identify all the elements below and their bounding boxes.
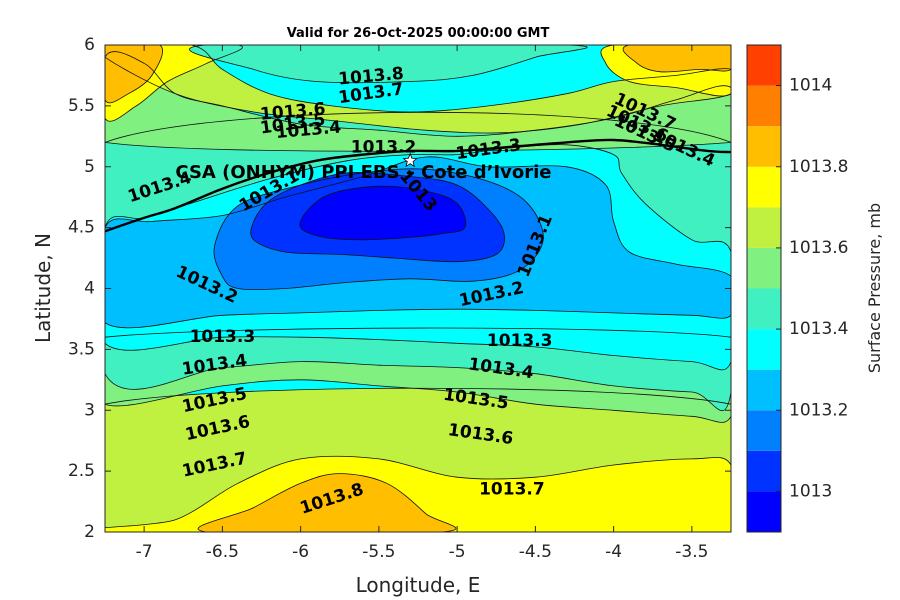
contour-label: 1013.2: [351, 137, 417, 157]
x-tick-label: -6: [292, 542, 309, 562]
contour-fill-region: [623, 45, 731, 73]
coastline-line: [105, 138, 731, 233]
colorbar-tick-label: 1013.6: [789, 238, 848, 258]
contour-line: [250, 172, 505, 263]
y-tick-label: 3: [84, 400, 95, 420]
station-star: [402, 152, 418, 168]
colorbar-swatch: [747, 166, 781, 208]
x-axis-label: Longitude, E: [356, 573, 481, 597]
x-tick-label: -5.5: [362, 542, 395, 562]
contour-line: [189, 45, 588, 84]
contour-label: 1013.3: [190, 327, 256, 347]
colorbar-tick-label: 1013.2: [789, 400, 848, 420]
colorbar-swatches: [747, 45, 781, 532]
y-tick-label: 5.5: [68, 96, 95, 116]
contour-line: [105, 455, 731, 532]
y-tick-label: 4.5: [68, 218, 95, 238]
colorbar-swatch: [747, 207, 781, 248]
colorbar-label: Surface Pressure, mb: [865, 203, 884, 373]
colorbar-swatch: [747, 369, 781, 411]
x-tick-label: -3.5: [675, 542, 708, 562]
colorbar-swatch: [747, 491, 781, 532]
y-tick-label: 5: [84, 157, 95, 177]
colorbar-tick-label: 1013: [789, 481, 832, 501]
y-tick-label: 2.5: [68, 461, 95, 481]
contour-fills: [105, 45, 731, 532]
x-tick-label: -7: [136, 542, 153, 562]
colorbar-swatch: [747, 126, 781, 167]
contour-line: [105, 144, 731, 371]
contour-line: [622, 45, 731, 73]
contour-fill-region: [299, 186, 466, 240]
contour-line: [197, 473, 457, 532]
x-tick-label: -4: [605, 542, 622, 562]
y-tick-label: 6: [84, 35, 95, 55]
x-axis: -7 -6.5 -6 -5.5 -5 -4.5 -4 -3.5: [136, 45, 708, 562]
contour-fill-region: [105, 45, 731, 134]
y-tick-label: 4: [84, 279, 95, 299]
y-tick-label: 3.5: [68, 339, 95, 359]
colorbar-swatch: [747, 450, 781, 492]
contour-line: [600, 45, 731, 97]
contour-fill-region: [189, 45, 588, 83]
y-tick-label: 2: [84, 522, 95, 542]
contour-line: [105, 51, 731, 152]
colorbar-swatch: [747, 410, 781, 451]
contour-line: [105, 45, 163, 104]
x-tick-label: -5: [449, 542, 466, 562]
chart-title: Valid for 26-Oct-2025 00:00:00 GMT: [287, 26, 550, 41]
colorbar-swatch: [747, 45, 781, 86]
contour-fill-region: [105, 51, 731, 152]
y-axis: 2 2.5 3 3.5 4 4.5 5 5.5 6: [68, 35, 731, 542]
colorbar-frame: [746, 44, 782, 533]
contour-line: [213, 168, 544, 291]
colorbar-swatch: [747, 247, 781, 289]
station-label: CSA (ONHYM) PPI EBS – Cote d’Ivorie: [175, 162, 551, 183]
colorbar-tick-label: 1013.8: [789, 157, 848, 177]
colorbar-tick-label: 1014: [789, 76, 832, 96]
contour-line: [105, 327, 731, 423]
contour-lines: [105, 45, 731, 532]
contour-line: [299, 185, 467, 241]
x-tick-label: -4.5: [519, 542, 552, 562]
station-marker-group: CSA (ONHYM) PPI EBS – Cote d’Ivorie: [175, 152, 552, 183]
colorbar-swatch: [747, 329, 781, 370]
contour-label: 1013.7: [479, 479, 545, 499]
coastline: [105, 138, 731, 233]
colorbar: 1013 1013.2 1013.4 1013.6 1013.8 1014 Surface…: [746, 44, 884, 533]
contour-line: [105, 45, 243, 122]
x-tick-label: -6.5: [206, 542, 239, 562]
contour-line: [105, 111, 731, 412]
colorbar-swatch: [747, 288, 781, 330]
contour-line: [105, 156, 731, 329]
contour-label: 1013.3: [487, 331, 553, 351]
colorbar-ticks: 1013 1013.2 1013.4 1013.6 1013.8 1014: [776, 76, 848, 501]
contour-fill-region: [198, 473, 456, 532]
colorbar-swatch: [747, 85, 781, 127]
colorbar-tick-label: 1013.4: [789, 319, 848, 339]
contour-line: [105, 45, 731, 134]
y-axis-label: Latitude, N: [31, 233, 55, 343]
